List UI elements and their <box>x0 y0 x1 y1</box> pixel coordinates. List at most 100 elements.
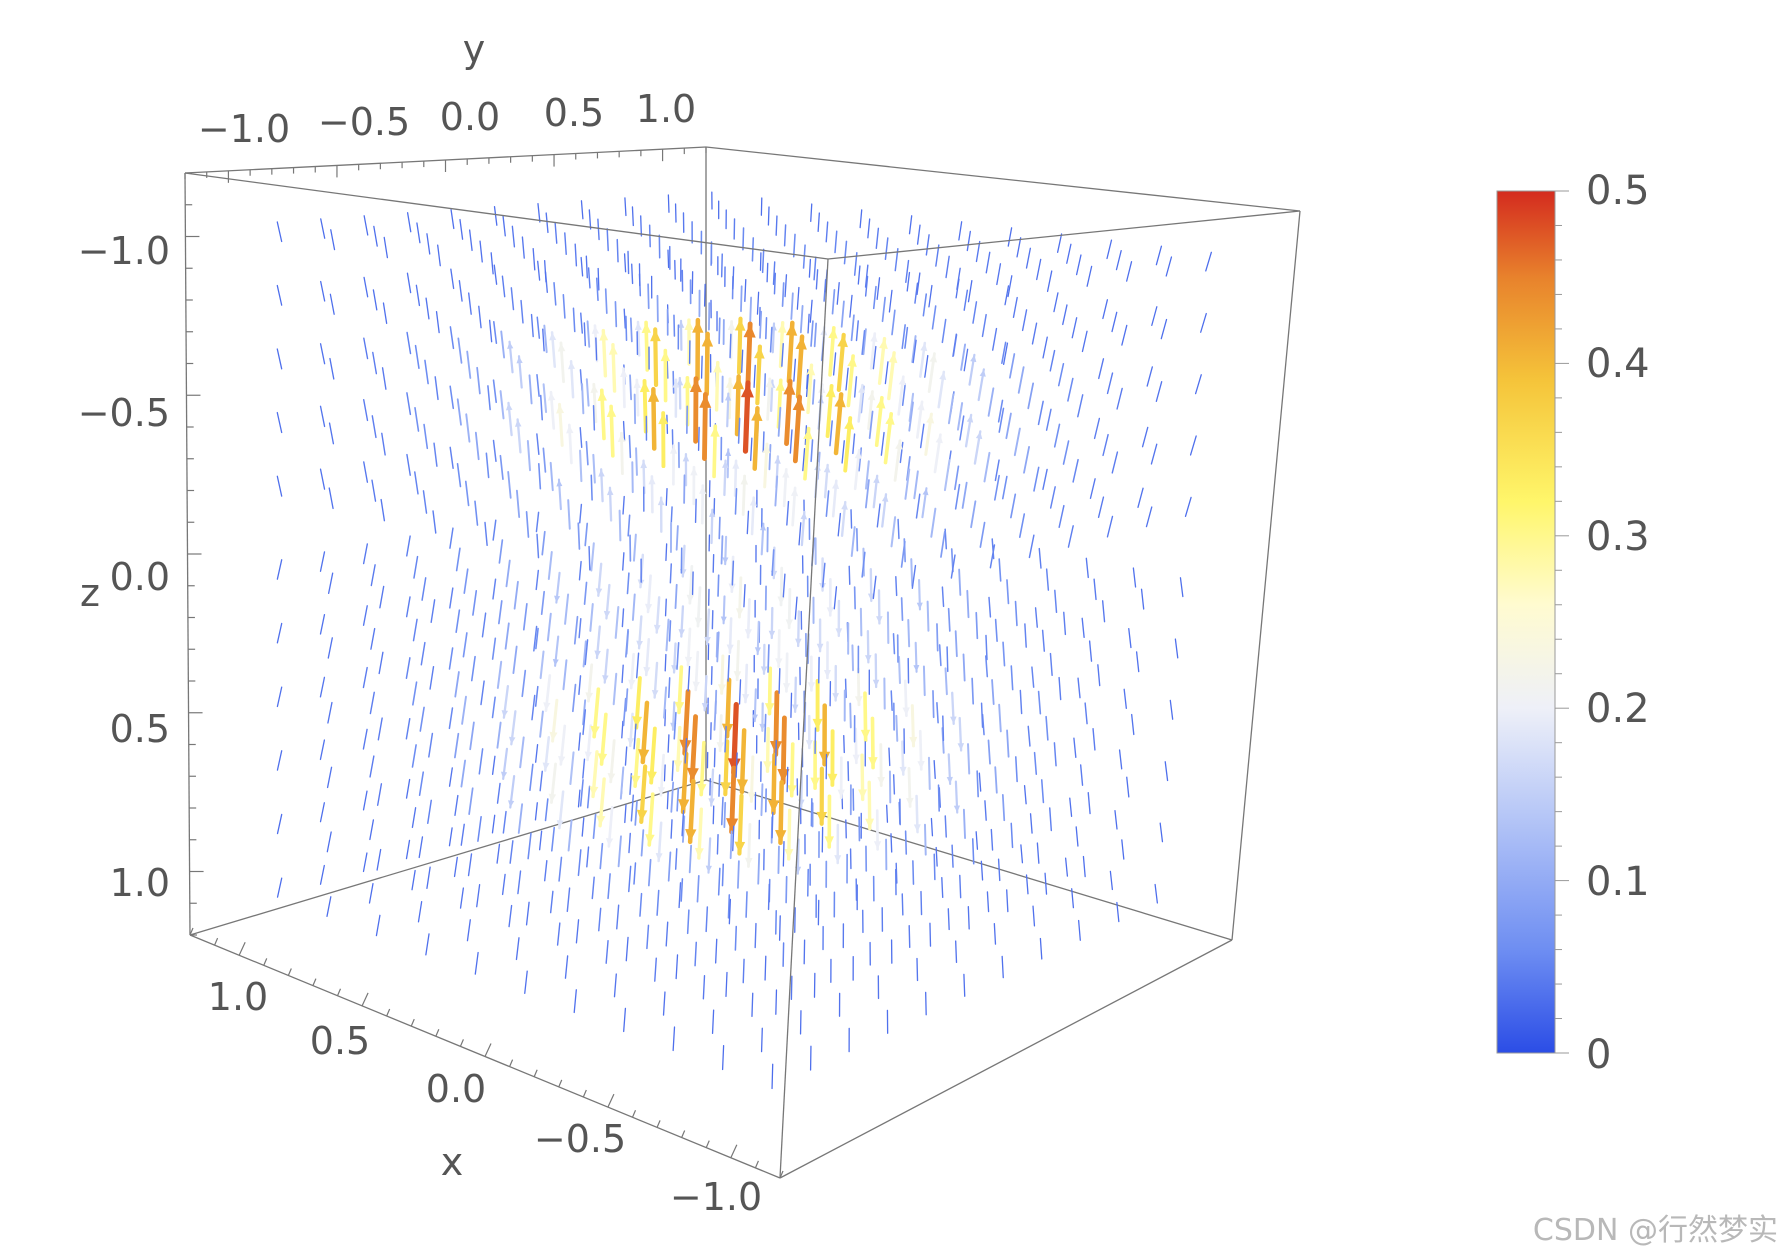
back-edge-3 <box>705 779 1233 941</box>
vector-arrow <box>1179 577 1184 598</box>
vector-arrow <box>276 813 283 835</box>
vector-arrow <box>449 587 454 609</box>
vector-arrow <box>765 317 768 340</box>
vector-arrow <box>326 831 332 853</box>
vector-arrowhead <box>699 394 712 408</box>
vector-arrow <box>843 734 845 754</box>
vector-arrow <box>667 851 672 882</box>
vector-arrow <box>434 376 439 401</box>
vector-arrowhead <box>507 341 514 349</box>
vector-arrow <box>412 681 418 706</box>
vector-arrow <box>908 392 915 423</box>
vector-arrow <box>1106 239 1113 260</box>
y-axis: y −1.0 −0.5 0.0 0.5 1.0 <box>198 27 696 151</box>
vector-arrow <box>1137 487 1144 509</box>
vector-arrowhead <box>692 681 700 690</box>
vector-arrow <box>1062 440 1070 465</box>
vector-arrowhead <box>860 729 871 741</box>
vector-arrow <box>906 271 911 292</box>
vector-arrow <box>781 282 785 307</box>
vector-arrow <box>531 694 536 721</box>
vector-arrow <box>774 739 778 766</box>
vector-arrowhead <box>639 380 650 393</box>
vector-arrow <box>784 274 788 298</box>
vector-arrow <box>971 677 975 705</box>
vector-arrowhead <box>617 433 626 442</box>
vector-arrowhead <box>658 413 669 425</box>
vector-arrow <box>581 383 585 415</box>
vector-arrowhead <box>725 449 732 457</box>
vector-arrow <box>666 359 669 379</box>
vector-arrowhead <box>876 616 883 624</box>
vector-arrowhead <box>606 406 617 418</box>
vector-arrow <box>592 404 596 431</box>
vector-arrow <box>579 779 584 807</box>
vector-arrow <box>493 320 498 345</box>
vector-arrowhead <box>692 320 704 333</box>
vector-arrowhead <box>628 679 636 688</box>
vector-arrow <box>476 884 481 908</box>
vector-arrow <box>406 535 411 557</box>
vector-arrowhead <box>722 557 729 565</box>
vector-arrow <box>769 326 773 353</box>
vector-arrowhead <box>803 428 813 440</box>
vector-arrow <box>938 644 942 667</box>
vector-arrow <box>802 244 806 269</box>
vector-arrow <box>516 489 521 518</box>
vector-arrowhead <box>508 736 516 745</box>
vector-arrowhead <box>744 629 752 638</box>
vector-arrowhead <box>867 593 875 601</box>
vector-arrow <box>606 228 609 252</box>
vector-arrow <box>582 709 587 736</box>
vector-arrowhead <box>651 689 659 698</box>
vector-arrow <box>1160 318 1168 340</box>
vector-arrow <box>751 992 754 1017</box>
vector-arrow <box>319 676 326 698</box>
vector-arrow <box>536 316 541 339</box>
y-axis-label: y <box>463 27 486 71</box>
vector-arrow <box>406 392 412 416</box>
vector-arrowhead <box>585 692 594 702</box>
vector-arrow <box>547 550 553 581</box>
vector-arrowhead <box>777 769 790 783</box>
vector-arrow <box>631 206 634 227</box>
vector-arrow <box>717 574 720 597</box>
vector-arrow <box>371 415 377 439</box>
vector-arrow <box>831 289 836 315</box>
vector-arrow <box>453 856 458 878</box>
vector-arrow <box>544 798 549 822</box>
vector-arrow <box>1071 888 1075 909</box>
vector-arrow <box>897 518 900 540</box>
vector-arrow <box>900 540 906 568</box>
vector-arrow <box>935 244 940 267</box>
vector-arrowhead <box>720 616 727 624</box>
vector-arrow <box>1038 547 1042 569</box>
vector-arrow <box>868 410 874 439</box>
vector-arrow <box>598 907 602 932</box>
vector-arrow <box>539 394 544 421</box>
vector-arrow <box>978 772 982 792</box>
vector-arrowhead <box>742 694 750 703</box>
vector-arrow <box>716 833 719 855</box>
vector-arrowhead <box>895 440 903 450</box>
vector-arrow <box>959 415 965 441</box>
vector-arrow <box>1013 427 1021 457</box>
vector-arrow <box>956 402 964 431</box>
vector-arrow <box>952 333 958 358</box>
vector-arrow <box>932 690 935 719</box>
vector-arrow <box>381 367 387 390</box>
vector-arrow <box>462 632 468 658</box>
vector-arrowhead <box>728 583 736 592</box>
vector-arrow <box>1146 366 1153 387</box>
vector-arrow <box>796 286 800 310</box>
vector-arrow <box>1028 534 1035 559</box>
vector-arrowhead <box>790 487 799 497</box>
vector-arrow <box>1102 299 1109 320</box>
vector-arrow <box>369 819 375 841</box>
vector-arrow <box>425 297 430 320</box>
vector-arrow <box>640 829 645 857</box>
vector-arrowhead <box>858 385 866 394</box>
vector-arrowhead <box>735 608 744 618</box>
vector-arrow <box>777 845 780 875</box>
vector-arrow <box>930 507 937 538</box>
